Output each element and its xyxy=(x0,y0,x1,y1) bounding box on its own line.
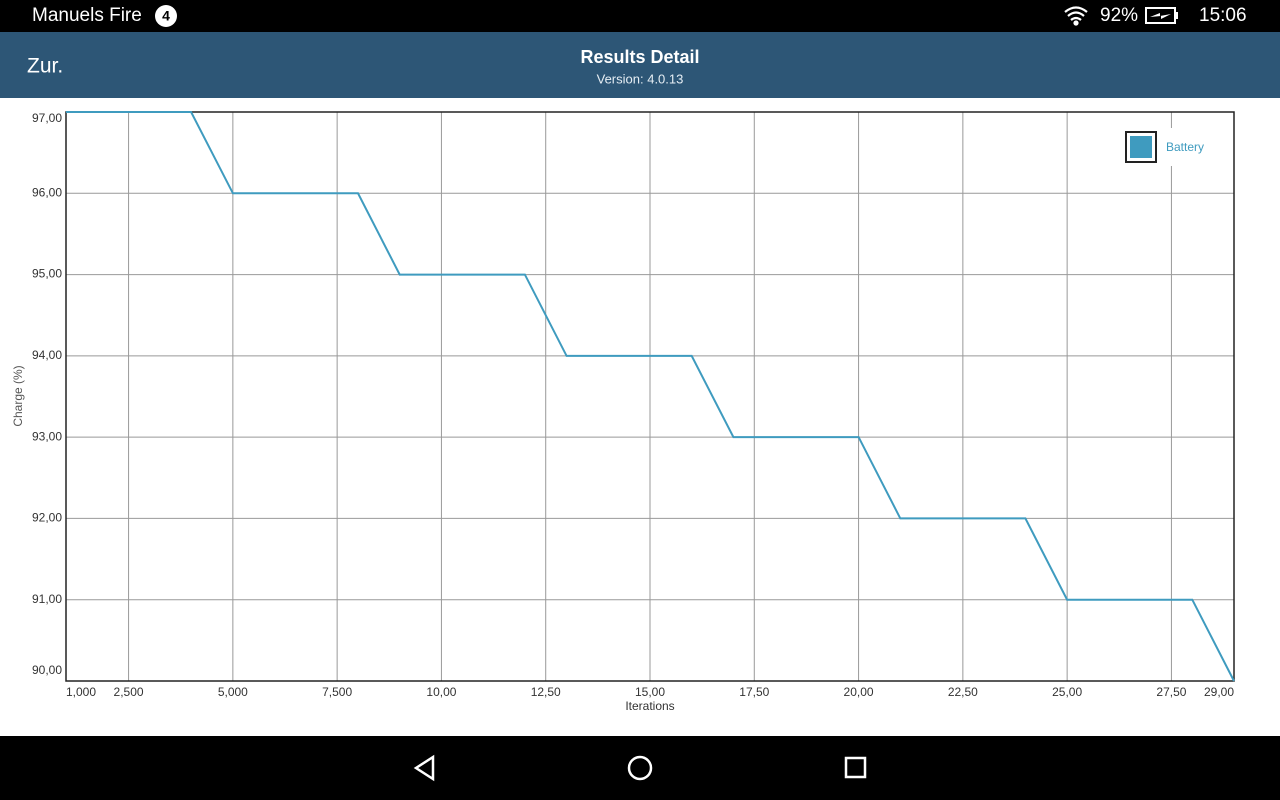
x-tick-label: 17,50 xyxy=(739,685,769,699)
nav-home[interactable] xyxy=(627,755,653,781)
battery-text: 92% xyxy=(1100,5,1138,26)
clock: 15:06 xyxy=(1199,5,1247,26)
x-tick-label: 29,00 xyxy=(1204,685,1234,699)
x-axis-label: Iterations xyxy=(625,699,674,713)
wifi-icon xyxy=(1064,6,1088,26)
nav-back[interactable] xyxy=(413,754,435,782)
header-title: Results Detail xyxy=(580,47,699,67)
x-tick-label: 1,000 xyxy=(66,685,96,699)
legend-label: Battery xyxy=(1166,140,1204,154)
y-tick-label: 93,00 xyxy=(32,429,62,443)
back-button[interactable]: Zur. xyxy=(27,55,63,78)
battery-icon xyxy=(1145,7,1178,24)
nav-recents[interactable] xyxy=(844,756,867,779)
y-axis-label: Charge (%) xyxy=(11,365,25,426)
x-tick-label: 25,00 xyxy=(1052,685,1082,699)
header-bar xyxy=(0,32,1280,98)
y-tick-label: 92,00 xyxy=(32,511,62,525)
x-tick-label: 12,50 xyxy=(531,685,561,699)
x-tick-label: 27,50 xyxy=(1156,685,1186,699)
x-tick-label: 7,500 xyxy=(322,685,352,699)
y-tick-label: 90,00 xyxy=(32,663,62,677)
legend-swatch xyxy=(1130,136,1152,158)
nav-bar xyxy=(0,736,1280,800)
x-tick-label: 2,500 xyxy=(114,685,144,699)
data-line xyxy=(66,111,1235,682)
y-tick-label: 94,00 xyxy=(32,348,62,362)
x-tick-label: 5,000 xyxy=(218,685,248,699)
y-tick-label: 91,00 xyxy=(32,592,62,606)
plot-border xyxy=(65,111,1235,682)
app-name: Manuels Fire xyxy=(32,5,142,26)
status-bar xyxy=(0,0,1280,32)
y-tick-label: 97,00 xyxy=(32,111,62,125)
x-tick-label: 22,50 xyxy=(948,685,978,699)
badge: 4 xyxy=(162,8,170,24)
x-tick-label: 20,00 xyxy=(844,685,874,699)
x-tick-label: 15,00 xyxy=(635,685,665,699)
y-tick-label: 95,00 xyxy=(32,267,62,281)
y-tick-label: 96,00 xyxy=(32,185,62,199)
header-subtitle: Version: 4.0.13 xyxy=(597,71,684,86)
x-tick-label: 10,00 xyxy=(426,685,456,699)
legend-swatch-border xyxy=(1125,131,1157,163)
badge-circle xyxy=(155,5,177,27)
chart: 90,00 91,00 92,00 93,00 94,00 95,00 96,00 97,00… xyxy=(11,111,1235,713)
